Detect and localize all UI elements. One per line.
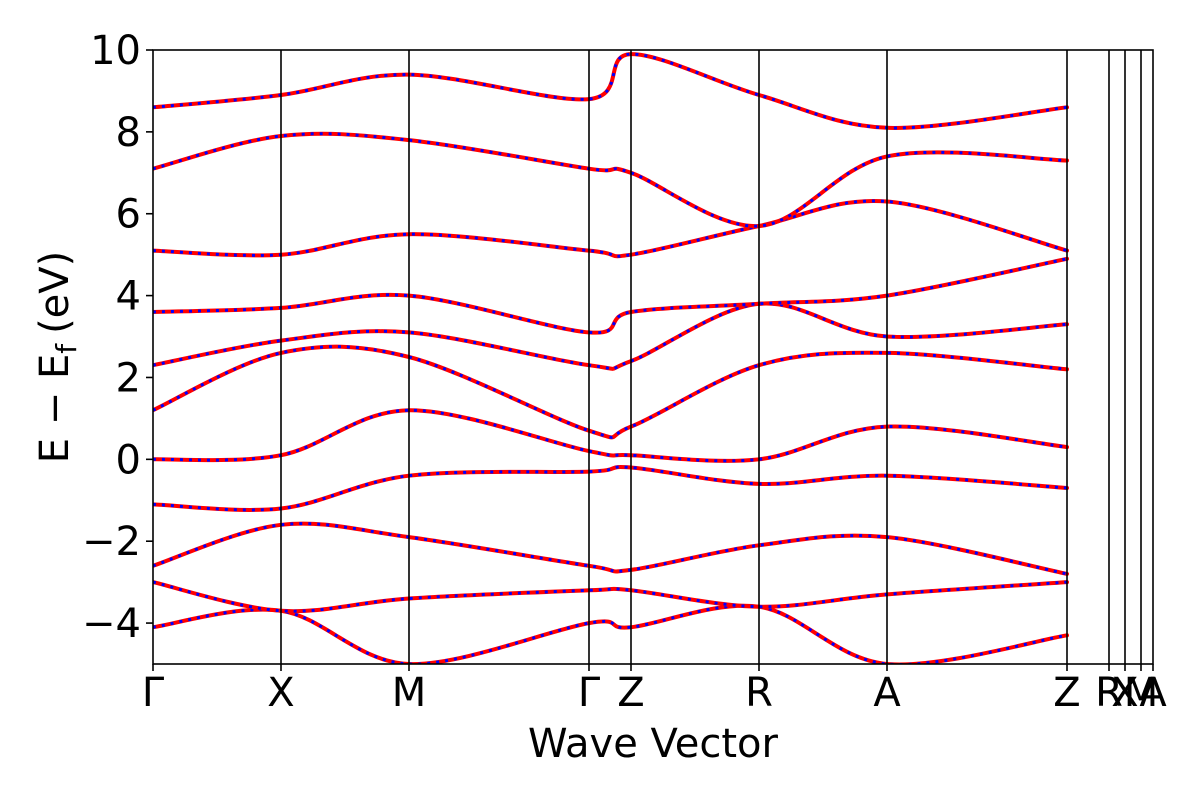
y-ticks: −4 −2 0 2 4 6 8 10 bbox=[82, 28, 153, 647]
kpoint-label-2: M bbox=[392, 670, 427, 716]
band-line-overlay-2 bbox=[153, 522, 1068, 576]
kpoint-label-11: A bbox=[1139, 670, 1167, 716]
y-tick-label-3: 2 bbox=[116, 355, 141, 401]
kpoint-lines bbox=[280, 50, 1142, 664]
y-tick-label-7: 10 bbox=[90, 28, 141, 74]
y-tick-label-4: 4 bbox=[116, 274, 141, 320]
x-axis-label: Wave Vector bbox=[528, 721, 779, 767]
y-tick-label-2: 0 bbox=[116, 437, 141, 483]
band-line-0 bbox=[153, 603, 1069, 664]
band-line-overlay-8 bbox=[153, 199, 1068, 258]
band-line-9 bbox=[153, 131, 1069, 229]
band-line-overlay-4 bbox=[153, 408, 1068, 463]
kpoint-label-6: A bbox=[873, 670, 901, 716]
y-tick-label-5: 6 bbox=[116, 192, 141, 238]
kpoint-label-8: R bbox=[1095, 670, 1123, 716]
kpoint-label-9: X bbox=[1111, 670, 1138, 716]
kpoint-label-7: Z bbox=[1053, 670, 1080, 716]
band-line-overlay-10 bbox=[153, 52, 1068, 130]
band-line-5 bbox=[153, 344, 1069, 440]
y-axis-label-unit: (eV) bbox=[32, 251, 78, 334]
bands-layer bbox=[153, 52, 1069, 664]
y-tick-label-6: 8 bbox=[116, 110, 141, 156]
band-line-overlay-5 bbox=[153, 345, 1068, 439]
band-line-3 bbox=[153, 465, 1069, 512]
kpoint-label-5: R bbox=[745, 670, 773, 716]
band-line-overlay-7 bbox=[153, 257, 1068, 335]
y-axis-label-subscript: f bbox=[50, 343, 83, 354]
band-line-overlay-9 bbox=[153, 132, 1068, 228]
band-line-7 bbox=[153, 256, 1069, 335]
kpoint-label-0: Γ bbox=[142, 670, 165, 716]
plot-frame bbox=[152, 49, 1154, 665]
band-line-overlay-0 bbox=[153, 604, 1068, 664]
kpoint-label-10: M bbox=[1124, 670, 1159, 716]
kpoint-label-4: Z bbox=[617, 670, 644, 716]
kpoint-label-3: Γ bbox=[578, 670, 601, 716]
band-line-10 bbox=[153, 52, 1069, 130]
band-line-overlay-6 bbox=[153, 302, 1068, 371]
band-line-overlay-3 bbox=[153, 465, 1068, 512]
band-line-1 bbox=[153, 580, 1069, 614]
band-line-2 bbox=[153, 521, 1069, 576]
band-line-8 bbox=[153, 198, 1069, 259]
y-tick-label-0: −4 bbox=[82, 601, 141, 647]
y-axis-label: E − Ef (eV) bbox=[32, 251, 83, 464]
kpoint-label-1: X bbox=[267, 670, 294, 716]
band-line-overlay-1 bbox=[153, 580, 1068, 613]
y-tick-label-1: −2 bbox=[82, 519, 141, 565]
y-axis-label-main: E − E bbox=[32, 354, 78, 464]
